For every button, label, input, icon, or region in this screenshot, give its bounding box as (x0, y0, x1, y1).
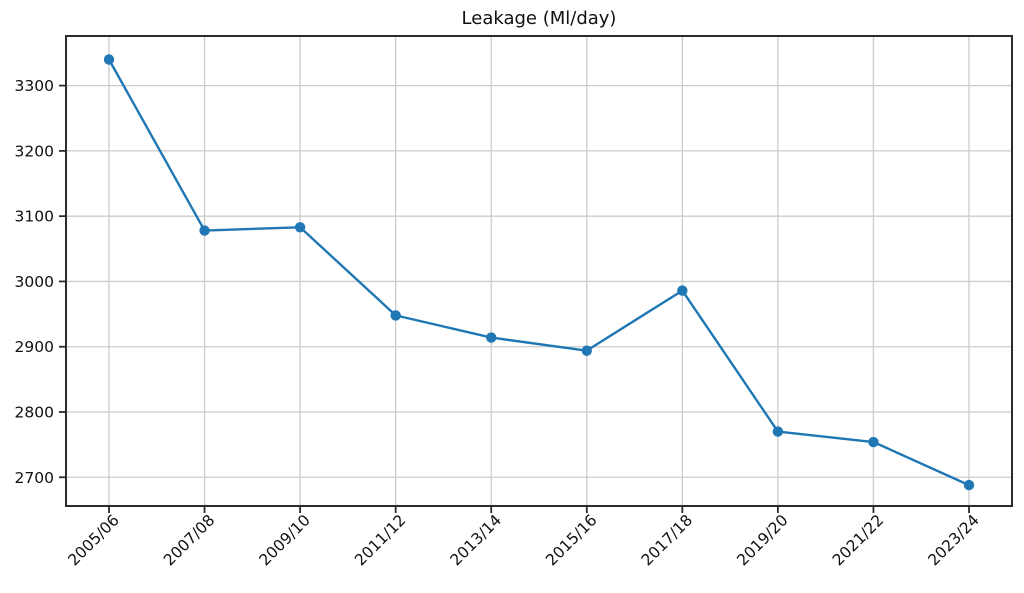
data-point-marker (294, 222, 306, 233)
y-tick-label: 3300 (15, 77, 54, 95)
data-point-marker (199, 225, 210, 236)
x-tick-label: 2009/10 (256, 511, 314, 569)
series-line (107, 58, 971, 487)
y-tick-label: 3000 (15, 273, 54, 291)
x-tick-label: 2019/20 (733, 511, 791, 569)
data-point-marker (581, 345, 592, 356)
data-point-marker (963, 479, 975, 491)
y-tick-label: 3100 (15, 208, 54, 226)
data-point-marker (486, 332, 497, 343)
chart-title: Leakage (Ml/day) (462, 8, 617, 29)
x-tick-label: 2017/18 (638, 511, 696, 569)
x-tick-label: 2023/24 (925, 511, 983, 569)
x-tick-label: 2011/12 (351, 511, 409, 569)
y-tick-label: 2800 (15, 404, 54, 422)
data-point-marker (390, 310, 401, 321)
data-point-marker (677, 285, 688, 296)
y-tick-label: 3200 (15, 142, 54, 160)
y-tick-label: 2900 (15, 338, 54, 356)
data-point-marker (103, 54, 115, 65)
x-tick-label: 2021/22 (829, 511, 887, 569)
y-tick-label: 2700 (15, 469, 54, 487)
x-tick-label: 2013/14 (447, 511, 505, 569)
x-tick-label: 2015/16 (542, 511, 600, 569)
x-tick-label: 2007/08 (160, 511, 218, 569)
x-tick-label: 2005/06 (65, 511, 123, 569)
data-point-marker (772, 426, 784, 437)
plot-frame (65, 35, 1013, 507)
data-point-marker (868, 436, 879, 448)
